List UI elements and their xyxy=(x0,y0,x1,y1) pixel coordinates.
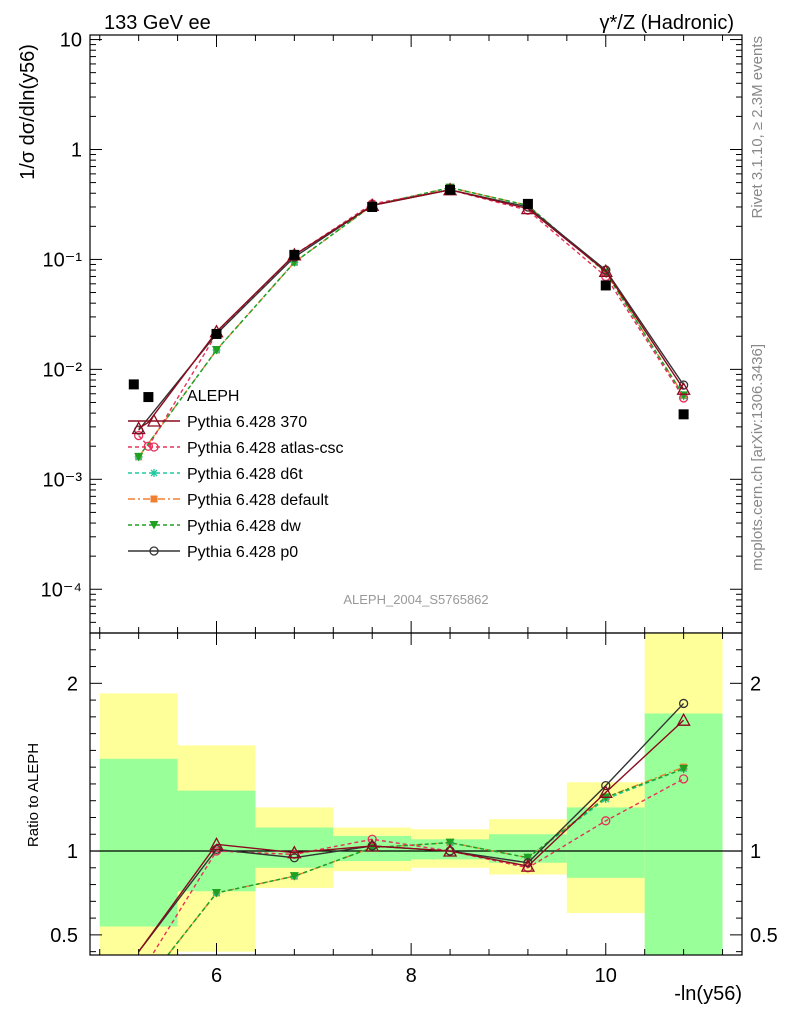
series-point-p370 xyxy=(131,421,146,435)
analysis-watermark: ALEPH_2004_S5765862 xyxy=(343,592,488,607)
ratio-point-atlas xyxy=(601,816,611,826)
series-point-atlas xyxy=(134,430,144,441)
data-point-aleph xyxy=(211,328,222,339)
legend-marker-default xyxy=(150,495,158,503)
ratio-panel: 2 2 1 1 0.5 0.5 6 8 10 xyxy=(50,35,778,987)
ratio-tick-label-right: 2 xyxy=(750,673,761,695)
legend-label: Pythia 6.428 default xyxy=(187,492,329,509)
x-tick-label: 10 xyxy=(595,965,617,987)
ratio-point-p370 xyxy=(676,712,691,726)
legend-marker-d6t xyxy=(150,469,158,477)
ratio-point-p370 xyxy=(442,843,458,857)
legend-marker-dw xyxy=(149,521,159,530)
legend-marker-atlas xyxy=(149,442,159,452)
x-axis-label: -ln(y56) xyxy=(674,983,742,1005)
legend-entry-data: ALEPH xyxy=(187,388,239,405)
ratio-band-inner xyxy=(99,758,178,927)
ratio-point-p370 xyxy=(209,836,224,850)
data-point-aleph xyxy=(445,184,456,195)
legend-entry-dw: Pythia 6.428 dw xyxy=(128,518,301,535)
header-left: 133 GeV ee xyxy=(104,12,211,34)
rivet-version-text: Rivet 3.1.10, ≥ 2.3M events xyxy=(749,36,766,219)
ratio-frame xyxy=(89,632,743,956)
ratio-point-p370 xyxy=(365,838,380,852)
ratio-tick-label-right: 1 xyxy=(750,841,761,863)
legend: ALEPH Pythia 6.428 370 Pythia 6.428 atlas-… xyxy=(128,388,344,561)
legend-label: Pythia 6.428 370 xyxy=(187,414,307,431)
legend-entry-p0: Pythia 6.428 p0 xyxy=(128,544,298,561)
y-tick-label: 10⁻⁴ xyxy=(41,579,82,601)
y-tick-label: 1 xyxy=(71,139,82,161)
ratio-point-p370 xyxy=(520,858,536,872)
x-tick-label: 6 xyxy=(211,965,222,987)
ratio-tick-label-left: 2 xyxy=(67,673,78,695)
ratio-point-p370 xyxy=(287,845,302,859)
series-line-atlas xyxy=(138,189,685,448)
ratio-point-dw xyxy=(212,888,222,898)
header-right: γ*/Z (Hadronic) xyxy=(600,12,734,34)
series-point-p370 xyxy=(676,381,691,395)
main-panel: 10 1 10⁻¹ 10⁻² 10⁻³ 10⁻⁴ ALEPH Pythia 6.428 370… xyxy=(41,30,743,634)
ratio-y-ticks: 2 2 1 1 0.5 0.5 xyxy=(50,649,778,953)
ratio-point-dw xyxy=(289,872,299,881)
ratio-series-p370 xyxy=(138,712,691,953)
ratio-point-dw xyxy=(679,764,689,774)
legend-label: ALEPH xyxy=(187,388,239,405)
legend-label: Pythia 6.428 atlas-csc xyxy=(187,440,344,457)
y-axis-label-main-text: 1/σ dσ/dln(y56) xyxy=(17,44,39,180)
x-tick-label: 8 xyxy=(406,965,417,987)
legend-label: Pythia 6.428 dw xyxy=(187,518,301,535)
ratio-point-atlas xyxy=(367,834,377,844)
data-point-aleph xyxy=(128,379,139,390)
ratio-line-p370 xyxy=(138,719,685,953)
ratio-band-inner xyxy=(177,790,256,892)
data-aleph xyxy=(128,184,689,420)
legend-entry-default: Pythia 6.428 default xyxy=(128,492,329,509)
ratio-tick-label-right: 0.5 xyxy=(750,925,778,947)
ratio-point-p370 xyxy=(598,784,613,798)
series-atlas xyxy=(134,185,689,451)
y-tick-label: 10⁻¹ xyxy=(43,249,83,271)
legend-label: Pythia 6.428 p0 xyxy=(187,544,298,561)
legend-marker-p0 xyxy=(149,546,159,556)
data-point-aleph xyxy=(678,409,689,420)
legend-label: Pythia 6.428 d6t xyxy=(187,466,303,483)
data-point-aleph xyxy=(522,198,533,209)
y-tick-label: 10 xyxy=(60,30,82,52)
series-point-p370 xyxy=(598,263,613,277)
y-tick-label: 10⁻³ xyxy=(43,469,83,491)
x-ticks: 6 8 10 xyxy=(99,35,724,987)
ratio-tick-label-left: 0.5 xyxy=(50,925,78,947)
ratio-point-dw xyxy=(523,853,533,863)
series-point-dw xyxy=(134,452,144,462)
y-axis-label-ratio: Ratio to ALEPH xyxy=(25,743,42,847)
ratio-point-p0 xyxy=(601,780,611,791)
legend-entry-d6t: Pythia 6.428 d6t xyxy=(128,466,303,483)
ratio-point-p0 xyxy=(678,698,689,709)
ratio-bands xyxy=(99,633,723,955)
ratio-band-inner xyxy=(644,713,723,955)
mcplots-reference-text: mcplots.cern.ch [arXiv:1306.3436] xyxy=(749,344,766,571)
data-point-aleph xyxy=(367,201,378,212)
series-point-atlas xyxy=(143,441,154,451)
data-point-aleph xyxy=(289,249,300,260)
ratio-line-atlas xyxy=(151,778,684,955)
main-y-ticks: 10 1 10⁻¹ 10⁻² 10⁻³ 10⁻⁴ xyxy=(41,30,742,634)
main-series-group xyxy=(128,182,691,462)
ratio-series-group xyxy=(138,698,691,955)
y-tick-label: 10⁻² xyxy=(43,359,83,381)
ratio-tick-label-left: 1 xyxy=(67,841,78,863)
series-point-dw xyxy=(212,346,222,355)
legend-entry-p370: Pythia 6.428 370 xyxy=(128,413,307,431)
legend-entry-atlas: Pythia 6.428 atlas-csc xyxy=(128,440,344,457)
data-point-aleph xyxy=(143,392,154,403)
y-axis-label-ratio-text: Ratio to ALEPH xyxy=(25,743,42,847)
ratio-point-dw xyxy=(445,838,455,848)
ratio-point-atlas xyxy=(678,774,689,784)
data-point-aleph xyxy=(600,280,611,291)
y-axis-label-main: 1/σ dσ/dln(y56) xyxy=(17,44,39,180)
legend-marker-p370 xyxy=(146,413,162,427)
